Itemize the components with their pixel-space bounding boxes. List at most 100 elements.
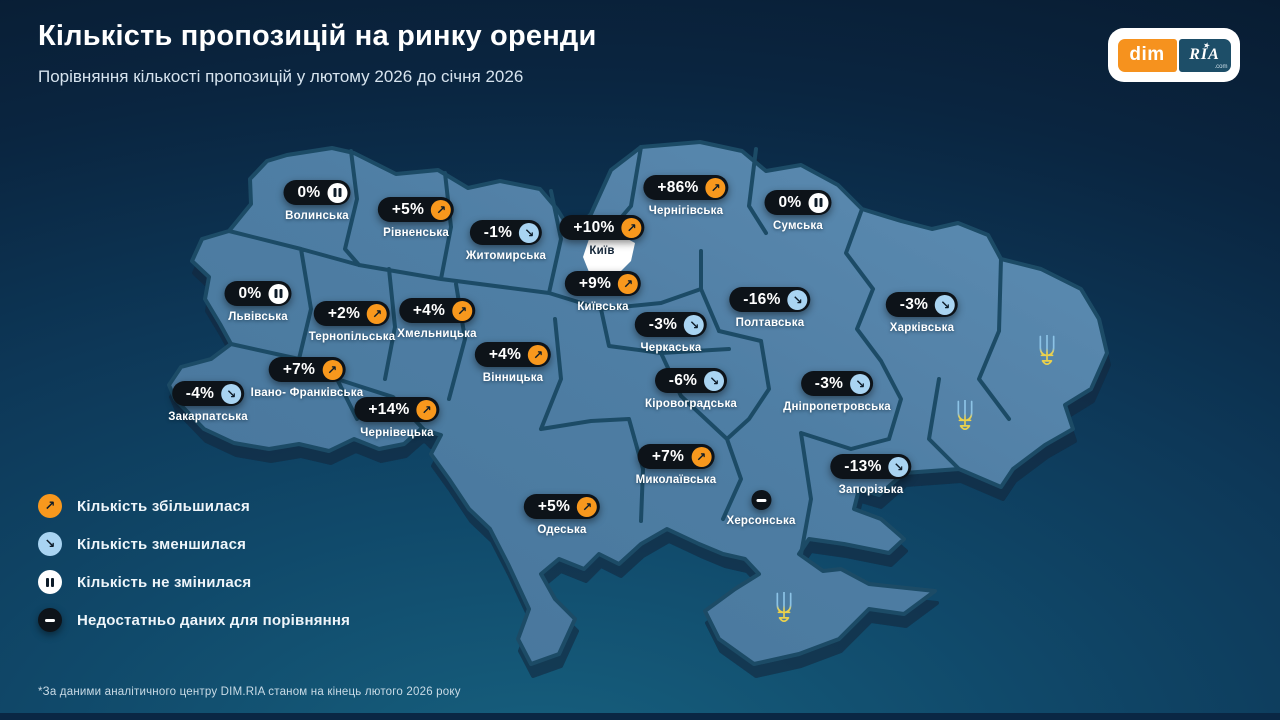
trend-up-icon: ↗ [618,273,639,294]
value-pill: -3% ↘ [885,292,959,317]
region-badge: +4% ↗ Вінницька [474,342,552,384]
page-subtitle: Порівняння кількості пропозицій у лютому… [38,67,524,86]
region-badge: +9% ↗ Київська [564,271,642,313]
region-badge: -3% ↘ Черкаська [634,312,708,354]
value-pill [750,490,771,510]
trend-up-icon: ↗ [691,446,712,467]
trend-up-icon: ↗ [577,496,598,517]
trend-flat-icon [327,182,348,203]
trend-up-icon: ↗ [528,344,549,365]
trend-up-icon: ↗ [431,199,452,220]
percent-value: +2% [327,304,361,322]
region-badge: +14% ↗ Чернівецька [354,397,440,439]
region-badge: 0% Львівська [224,281,292,323]
percent-value: 0% [238,284,262,302]
value-pill: -13% ↘ [830,454,912,479]
trend-flat-icon [268,283,289,304]
ria-logo-box: ★ RIA .com [1178,38,1231,72]
legend-label: Кількість зменшилася [77,535,247,553]
region-name: Запорізька [838,484,904,496]
region-name: Львівська [228,311,288,323]
region-badge: +7% ↗ Івано- Франківська [251,357,364,399]
legend-label: Кількість не змінилася [77,573,252,591]
region-name: Київська [577,301,629,313]
percent-value: +9% [578,274,612,292]
trend-up-icon: ↗ [452,300,473,321]
trend-down-icon: ↘ [787,289,808,310]
region-badge: -3% ↘ Харківська [885,292,959,334]
trend-down-icon: ↘ [850,373,871,394]
percent-value: -16% [743,290,781,308]
region-name: Сумська [773,220,823,232]
value-pill: +86% ↗ [643,175,729,200]
legend-label: Кількість збільшилася [77,497,250,515]
legend-item: Кількість не змінилася [38,570,350,594]
region-name: Черкаська [640,342,702,354]
trend-up-icon: ↗ [322,359,343,380]
region-badge: -13% ↘ Запорізька [830,454,912,496]
value-pill: -1% ↘ [469,220,543,245]
value-pill: +10% ↗ [559,215,645,240]
value-pill: -6% ↘ [654,368,728,393]
region-badge: +5% ↗ Рівненська [377,197,455,239]
trend-up-icon: ↗ [416,399,437,420]
value-pill: -16% ↘ [729,287,811,312]
trend-down-icon: ↘ [221,383,242,404]
trend-down-icon: ↘ [519,222,540,243]
ria-tld-text: .com [1214,63,1228,70]
region-badge: -1% ↘ Житомирська [466,220,546,262]
percent-value: +5% [391,200,425,218]
region-badge: -6% ↘ Кіровоградська [645,368,737,410]
value-pill: +5% ↗ [523,494,601,519]
trend-down-icon: ↘ [935,294,956,315]
value-pill: 0% [283,180,351,205]
percent-value: -3% [648,315,678,333]
percent-value: -13% [844,457,882,475]
percent-value: 0% [778,193,802,211]
region-badge: +4% ↗ Хмельницька [397,298,477,340]
region-name: Дніпропетровська [783,401,891,413]
trend-down-icon: ↘ [888,456,909,477]
legend-item: Недостатньо даних для порівняння [38,608,350,632]
region-name: Кіровоградська [645,398,737,410]
legend: ↗ Кількість збільшилася ↘ Кількість змен… [38,494,350,632]
dimria-logo: dim ★ RIA .com [1108,28,1240,82]
trend-down-icon: ↘ [684,314,705,335]
percent-value: -3% [814,374,844,392]
value-pill: +4% ↗ [474,342,552,367]
percent-value: +4% [412,301,446,319]
percent-value: 0% [297,183,321,201]
region-badge: +5% ↗ Одеська [523,494,601,536]
region-name: Волинська [285,210,349,222]
value-pill: +7% ↗ [268,357,346,382]
region-name: Київ [589,245,615,257]
region-name: Чернівецька [360,427,434,439]
value-pill: +2% ↗ [313,301,391,326]
region-name: Полтавська [735,317,805,329]
trend-nodata-icon [750,490,771,510]
percent-value: +7% [651,447,685,465]
percent-value: -1% [483,223,513,241]
legend-item: ↘ Кількість зменшилася [38,532,350,556]
percent-value: +5% [537,497,571,515]
region-badge: +86% ↗ Чернігівська [643,175,729,217]
value-pill: -4% ↘ [171,381,245,406]
value-pill: +9% ↗ [564,271,642,296]
trend-up-icon: ↗ [705,177,726,198]
region-name: Закарпатська [168,411,248,423]
page-title: Кількість пропозицій на ринку оренди [38,20,597,52]
trend-flat-icon [808,192,829,213]
value-pill: +7% ↗ [637,444,715,469]
region-badge: +7% ↗ Миколаївська [636,444,717,486]
region-badge: +2% ↗ Тернопільська [309,301,396,343]
star-icon: ★ [1201,39,1211,51]
legend-flat-icon [38,570,62,594]
region-name: Івано- Франківська [250,387,364,399]
value-pill: -3% ↘ [634,312,708,337]
value-pill: 0% [224,281,292,306]
legend-item: ↗ Кількість збільшилася [38,494,350,518]
region-name: Хмельницька [397,328,477,340]
legend-nodata-icon [38,608,62,632]
percent-value: +7% [282,360,316,378]
region-badge: 0% Сумська [764,190,832,232]
